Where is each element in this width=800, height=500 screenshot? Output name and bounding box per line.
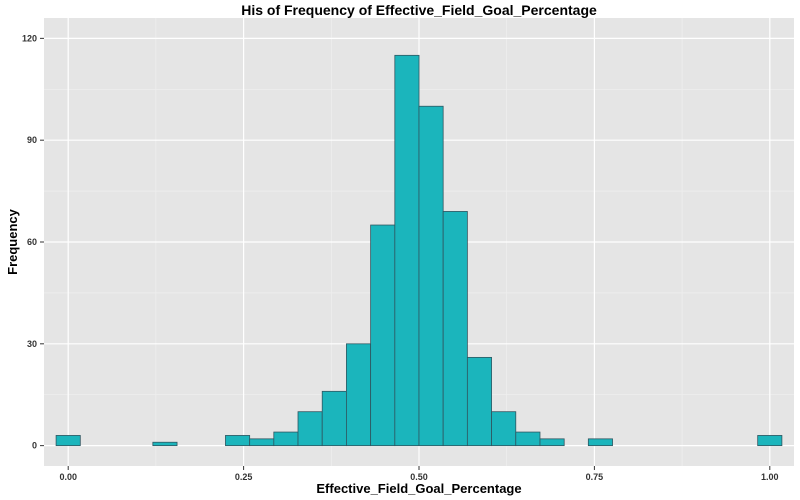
histogram-bars (55, 54, 783, 447)
y-tick-label: 120 (22, 33, 37, 43)
histogram-bar (273, 431, 299, 447)
y-tick-label: 30 (27, 339, 37, 349)
histogram-bar (757, 435, 783, 447)
x-axis-label: Effective_Field_Goal_Percentage (316, 481, 521, 496)
histogram-bar (418, 105, 444, 447)
histogram-bar (321, 390, 347, 447)
histogram-bar (539, 438, 565, 447)
x-tick-label: 0.00 (59, 472, 77, 482)
x-axis: 0.00 0.25 0.50 0.75 1.00 (59, 466, 779, 482)
x-tick-label: 0.75 (586, 472, 604, 482)
y-tick-label: 60 (27, 237, 37, 247)
histogram-bar (587, 438, 613, 447)
y-tick-label: 90 (27, 135, 37, 145)
histogram-bar (249, 438, 275, 447)
histogram-bar (466, 356, 492, 447)
histogram-bar (442, 211, 468, 447)
histogram-bar (394, 54, 420, 447)
histogram-bar (297, 411, 323, 447)
histogram-bar (55, 435, 81, 447)
histogram-bar (515, 431, 541, 447)
y-axis-label: Frequency (5, 208, 20, 275)
histogram-bar (491, 411, 517, 447)
x-tick-label: 0.50 (410, 472, 428, 482)
histogram-bar (370, 224, 396, 447)
histogram-bar (152, 441, 178, 447)
y-axis: 0 30 60 90 120 (22, 33, 44, 451)
y-tick-label: 0 (32, 441, 37, 451)
x-tick-label: 1.00 (761, 472, 779, 482)
x-tick-label: 0.25 (235, 472, 253, 482)
histogram-bar (225, 435, 251, 447)
chart-title: His of Frequency of Effective_Field_Goal… (241, 2, 597, 18)
histogram-bar (346, 343, 372, 447)
